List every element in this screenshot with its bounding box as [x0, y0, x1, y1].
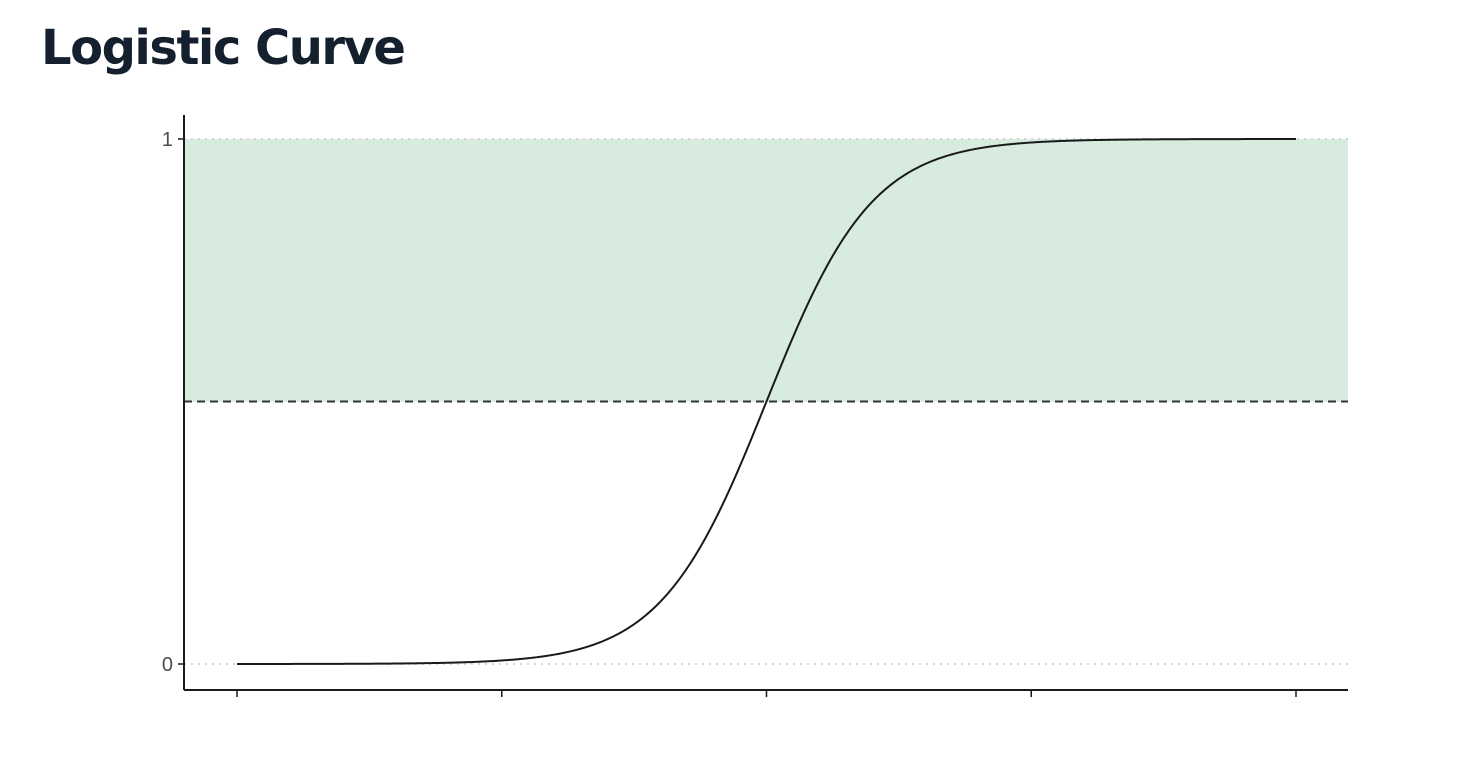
y-axis-ticks: 01: [162, 129, 184, 676]
chart-title: Logistic Curve: [41, 20, 406, 76]
y-tick-label: 1: [162, 129, 173, 151]
logistic-curve-line: [236, 138, 1297, 665]
shaded-region: [184, 139, 1348, 402]
x-axis-ticks: [236, 690, 1297, 697]
y-tick-label: 0: [162, 654, 173, 676]
reference-lines: [184, 138, 1348, 665]
